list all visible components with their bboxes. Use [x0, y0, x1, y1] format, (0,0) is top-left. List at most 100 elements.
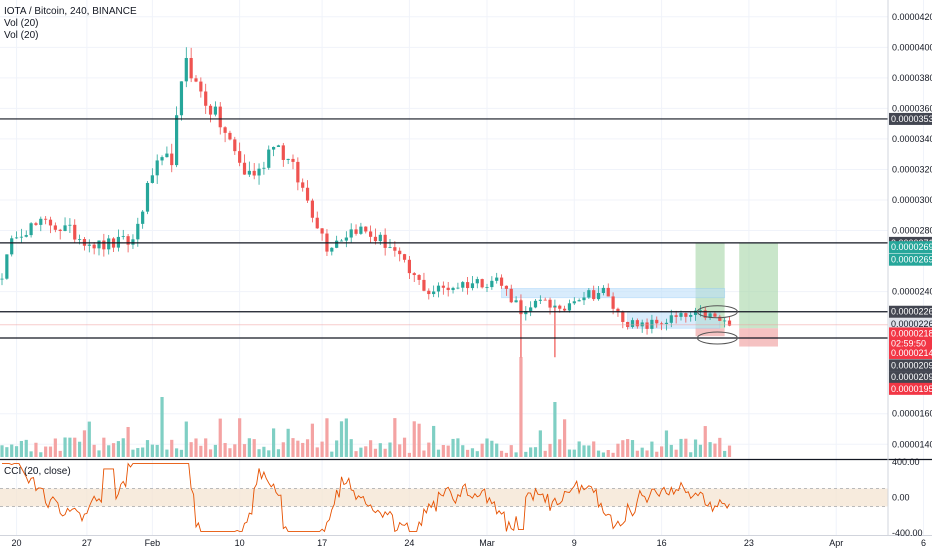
- volume-bar: [213, 444, 217, 457]
- candle-body: [596, 292, 601, 300]
- volume-bar: [97, 450, 101, 457]
- volume-bar: [68, 437, 72, 457]
- candle-body: [29, 223, 33, 236]
- volume-bar: [427, 442, 431, 457]
- candle-body: [63, 225, 67, 231]
- volume-bar: [689, 452, 693, 457]
- price-tag-text: 02:59:50: [891, 339, 926, 349]
- candle-body: [635, 320, 639, 327]
- candle-body: [14, 237, 19, 239]
- volume-bar: [456, 438, 460, 457]
- candle-body: [373, 236, 378, 242]
- volume-bar: [499, 450, 504, 457]
- volume-bar: [184, 421, 188, 457]
- volume-bar: [63, 437, 67, 457]
- candle-body: [184, 57, 188, 82]
- candle-body: [87, 244, 91, 246]
- time-tick-label: Mar: [479, 538, 495, 548]
- volume-bar: [693, 439, 698, 457]
- stop-loss-zone: [739, 328, 778, 347]
- volume-bar: [480, 443, 484, 457]
- candle-body: [126, 236, 130, 245]
- price-tick-label: 0.00003000: [892, 195, 932, 205]
- candlesticks: [0, 47, 732, 358]
- time-tick-label: 17: [317, 538, 327, 548]
- candle-body: [291, 158, 295, 162]
- candle-body: [0, 278, 4, 280]
- candle-body: [689, 314, 693, 317]
- candle-body: [587, 290, 591, 298]
- candle-body: [238, 151, 242, 163]
- volume-bar: [383, 448, 387, 457]
- volume-bar: [126, 426, 130, 457]
- candle-body: [92, 244, 96, 249]
- candle-body: [727, 320, 732, 326]
- volume-bar: [490, 440, 494, 457]
- volume-bar: [402, 437, 407, 457]
- candle-body: [305, 187, 310, 201]
- candle-body: [330, 247, 334, 252]
- time-tick-label: Feb: [145, 538, 161, 548]
- volume-bar: [150, 444, 154, 457]
- volume-bar: [567, 449, 572, 457]
- candle-body: [53, 225, 57, 230]
- volume-bar: [422, 450, 426, 457]
- volume-bar: [655, 451, 659, 457]
- candle-body: [276, 145, 281, 147]
- candle-body: [509, 288, 513, 303]
- candle-body: [199, 81, 203, 92]
- price-tick-label: 0.00001600: [892, 409, 932, 419]
- candle-body: [466, 282, 470, 289]
- volume-bar: [354, 451, 358, 457]
- candle-body: [262, 167, 266, 169]
- candle-body: [301, 182, 305, 188]
- candle-body: [723, 320, 727, 322]
- volume-bar: [223, 443, 227, 457]
- volume-bar: [718, 437, 722, 457]
- volume-bar: [611, 452, 615, 457]
- volume-bar: [543, 450, 547, 457]
- volume-bar: [141, 447, 145, 457]
- price-tag-text: 0.00002144: [891, 348, 932, 358]
- volume-bar: [111, 443, 116, 457]
- volume-bar: [582, 445, 586, 457]
- candle-body: [116, 236, 120, 248]
- volume-bar: [626, 439, 630, 457]
- candle-body: [461, 282, 465, 288]
- volume-bar: [10, 444, 14, 457]
- volume-bar: [466, 449, 470, 457]
- candle-body: [73, 224, 77, 240]
- candle-body: [257, 168, 261, 176]
- candle-body: [315, 217, 319, 229]
- time-tick-label: 27: [82, 538, 92, 548]
- volume-bar: [660, 446, 664, 457]
- volume-bar: [0, 445, 4, 457]
- volume-bar: [305, 439, 310, 457]
- candle-body: [606, 287, 610, 297]
- volume-bar: [723, 450, 727, 457]
- candle-body: [684, 313, 688, 317]
- volume-bar: [247, 438, 251, 457]
- candle-body: [417, 275, 421, 280]
- candle-body: [674, 315, 678, 317]
- volume-bar: [417, 423, 421, 457]
- cci-band: [0, 488, 888, 507]
- volume-bar: [727, 445, 732, 457]
- candle-body: [281, 145, 285, 160]
- candle-body: [664, 322, 669, 325]
- candle-body: [436, 285, 441, 292]
- candle-body: [286, 158, 290, 160]
- candle-body: [533, 300, 538, 308]
- volume-bar: [369, 440, 373, 457]
- candle-body: [310, 200, 314, 218]
- volume-bar: [160, 397, 164, 457]
- horizontal-levels[interactable]: [0, 118, 888, 339]
- volume-bar: [669, 444, 673, 457]
- price-tag-text: 0.00002182: [891, 328, 932, 338]
- volume-bar: [315, 447, 319, 457]
- candle-body: [68, 224, 72, 226]
- candle-body: [267, 149, 271, 168]
- volume-bar: [461, 445, 465, 457]
- candle-body: [432, 291, 436, 295]
